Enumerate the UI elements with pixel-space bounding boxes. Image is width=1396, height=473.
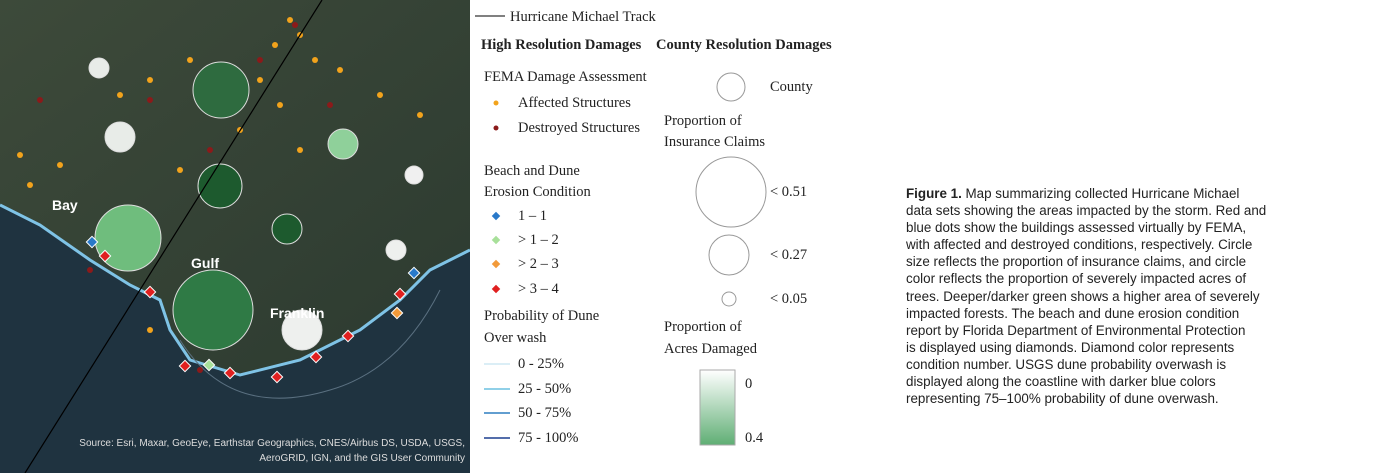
legend-text: County xyxy=(770,80,813,95)
legend-title: Acres Damaged xyxy=(664,342,757,357)
claims-symbol xyxy=(722,292,736,306)
legend-text: 25 - 50% xyxy=(518,382,571,397)
legend-title: Proportion of xyxy=(664,114,742,129)
page: {"map": {"labels": ["Bay", "Gulf", "Fran… xyxy=(0,0,1396,473)
caption-line: impacted forests. The beach and dune ero… xyxy=(906,305,1392,322)
legend-title: FEMA Damage Assessment xyxy=(484,70,647,85)
affected-symbol xyxy=(494,101,499,106)
destroyed-symbol xyxy=(494,126,499,131)
caption-line: is displayed using diamonds. Diamond col… xyxy=(906,339,1392,356)
source: Source: Esri, Maxar, GeoEye, Earthstar G… xyxy=(79,438,465,449)
legend-title: Probability of Dune xyxy=(484,309,599,324)
caption-line: color reflects the proportion of severel… xyxy=(906,270,1392,287)
legend-text: 1 – 1 xyxy=(518,209,547,224)
source: AeroGRID, IGN, and the GIS User Communit… xyxy=(259,453,465,464)
erosion-symbol xyxy=(492,260,500,268)
acres-gradient xyxy=(700,370,735,445)
county-label: Franklin xyxy=(270,305,324,321)
legend-title: Erosion Condition xyxy=(484,185,591,200)
caption-line: data sets showing the areas impacted by … xyxy=(906,202,1392,219)
erosion-symbol xyxy=(492,212,500,220)
legend-text: > 3 – 4 xyxy=(518,282,559,297)
legend-text: Destroyed Structures xyxy=(518,121,640,136)
legend-text: < 0.51 xyxy=(770,185,807,200)
legend-text: 0.4 xyxy=(745,431,763,446)
caption: Figure 1. Map summarizing collected Hurr… xyxy=(906,185,1392,407)
county-symbol xyxy=(717,73,745,101)
caption-line: report by Florida Department of Environm… xyxy=(906,322,1392,339)
legend-text: Affected Structures xyxy=(518,96,631,111)
caption-line: Figure 1. Map summarizing collected Hurr… xyxy=(906,185,1392,202)
county-label: Bay xyxy=(52,197,78,213)
caption-line: trees. Deeper/darker green shows a highe… xyxy=(906,288,1392,305)
legend-text: > 2 – 3 xyxy=(518,257,559,272)
legend-text: 50 - 75% xyxy=(518,406,571,421)
map: Bay Gulf Franklin Source: Esri, Maxar, G… xyxy=(0,0,470,473)
legend-text: < 0.27 xyxy=(770,248,807,263)
caption-line: condition number. USGS dune probability … xyxy=(906,356,1392,373)
legend-text: 75 - 100% xyxy=(518,431,578,446)
erosion-symbol xyxy=(492,285,500,293)
caption-line: representing 75–100% probability of dune… xyxy=(906,390,1392,407)
caption-line: with affected and destroyed conditions, … xyxy=(906,236,1392,253)
claims-symbol xyxy=(696,157,766,227)
claims-symbol xyxy=(709,235,749,275)
legend-text: 0 - 25% xyxy=(518,357,564,372)
legend-title: Proportion of xyxy=(664,320,742,335)
legend-heading: High Resolution Damages xyxy=(481,38,641,53)
legend-title: Beach and Dune xyxy=(484,164,580,179)
legend-title: Insurance Claims xyxy=(664,135,765,150)
caption-text: Map summarizing collected Hurricane Mich… xyxy=(962,186,1240,201)
legend-text: 0 xyxy=(745,377,752,392)
caption-line: size reflects the proportion of insuranc… xyxy=(906,253,1392,270)
county-label: Gulf xyxy=(191,255,219,271)
caption-label: Figure 1. xyxy=(906,186,962,201)
legend-text: > 1 – 2 xyxy=(518,233,559,248)
legend-heading: County Resolution Damages xyxy=(656,38,832,53)
legend-title: Over wash xyxy=(484,331,546,346)
erosion-symbol xyxy=(492,236,500,244)
caption-line: displayed along the coastline with darke… xyxy=(906,373,1392,390)
legend-text: Hurricane Michael Track xyxy=(510,10,656,25)
caption-line: blue dots show the buildings assessed vi… xyxy=(906,219,1392,236)
legend-text: < 0.05 xyxy=(770,292,807,307)
